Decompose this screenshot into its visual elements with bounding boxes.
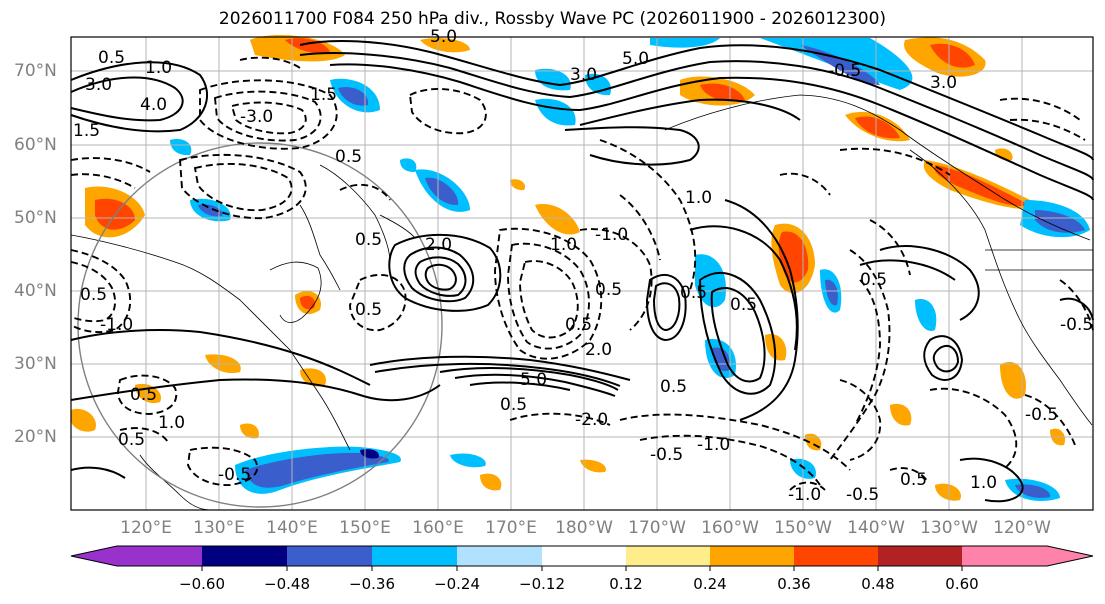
colorbar-tick-label: 0.36 xyxy=(777,575,811,593)
contour-label: 4.0 xyxy=(140,95,167,115)
contour-label: -0.5 xyxy=(828,61,861,81)
contour-label: -0.5 xyxy=(846,485,879,505)
contour-label: 3.0 xyxy=(570,65,597,85)
contour-label: 1.5 xyxy=(310,85,337,105)
lat-label-20n: 20°N xyxy=(14,427,57,447)
contour-label: 0.5 xyxy=(130,385,157,405)
lon-label: 150°E xyxy=(339,518,391,538)
contour-label: 1.0 xyxy=(145,58,172,78)
contour-label: 0.5 xyxy=(80,285,107,305)
contour-label: -0.5 xyxy=(650,445,683,465)
contour-label: 1.0 xyxy=(685,188,712,208)
contour-label: 5.0 xyxy=(622,49,649,69)
contour-label: 1.0 xyxy=(158,413,185,433)
lat-label-60n: 60°N xyxy=(14,135,57,155)
contour-label: 1.0 xyxy=(970,473,997,493)
colorbar-tick-label: −0.24 xyxy=(434,575,480,593)
colorbar-tick-label: 0.24 xyxy=(693,575,727,593)
contour-label: 0.5 xyxy=(595,280,622,300)
coastlines xyxy=(70,94,1093,511)
contour-label: -1.0 xyxy=(697,435,730,455)
lon-label: 140°E xyxy=(266,518,318,538)
map-panel: 0.5 1.0 3.0 4.0 1.5 5.0 3.0 5.0 -0.5 3.0… xyxy=(70,27,1094,511)
lon-label: 170°W xyxy=(628,518,686,538)
negative-contours xyxy=(70,56,1094,491)
contour-label: 0.5 xyxy=(355,230,382,250)
contour-label: 5.0 xyxy=(520,370,547,390)
colorbar-tick-label: 0.12 xyxy=(609,575,643,593)
lat-label-30n: 30°N xyxy=(14,354,57,374)
colorbar-tick-label: 0.60 xyxy=(945,575,979,593)
lon-label: 160°E xyxy=(412,518,464,538)
contour-label: 2.0 xyxy=(585,340,612,360)
contour-label: -0.5 xyxy=(1060,315,1093,335)
lon-label: 170°E xyxy=(485,518,537,538)
contour-label: 1.0 xyxy=(550,235,577,255)
colorbar-tick-label: −0.36 xyxy=(349,575,395,593)
lon-label: 130°E xyxy=(193,518,245,538)
contour-label: 0.5 xyxy=(680,283,707,303)
lon-label: 150°W xyxy=(774,518,832,538)
lat-label-40n: 40°N xyxy=(14,281,57,301)
contour-labels: 0.5 1.0 3.0 4.0 1.5 5.0 3.0 5.0 -0.5 3.0… xyxy=(73,27,1093,505)
lon-label: 160°W xyxy=(701,518,759,538)
lon-label: 120°W xyxy=(993,518,1051,538)
contour-label: 0.5 xyxy=(98,48,125,68)
positive-contours xyxy=(70,40,1094,503)
contour-label: 0.5 xyxy=(355,300,382,320)
contour-label: 0.5 xyxy=(660,377,687,397)
contour-label: -3.0 xyxy=(240,107,273,127)
contour-label: 0.5 xyxy=(565,315,592,335)
contour-label: -2.0 xyxy=(575,410,608,430)
contour-label: 2.0 xyxy=(425,235,452,255)
colorbar xyxy=(70,545,1094,571)
lat-label-70n: 70°N xyxy=(14,61,57,81)
map-frame xyxy=(70,36,1094,511)
contour-label: -0.5 xyxy=(1025,405,1058,425)
contour-label: 0.5 xyxy=(860,270,887,290)
lon-label: 130°W xyxy=(920,518,978,538)
colorbar-tick-label: 0.48 xyxy=(861,575,895,593)
contour-label: 0.5 xyxy=(118,430,145,450)
colorbar-tick-label: −0.60 xyxy=(179,575,225,593)
lon-label: 140°W xyxy=(847,518,905,538)
contour-label: 0.5 xyxy=(900,470,927,490)
contour-label: 1.5 xyxy=(73,121,100,141)
region-circle xyxy=(77,142,443,508)
contour-label: 3.0 xyxy=(930,73,957,93)
lat-label-50n: 50°N xyxy=(14,208,57,228)
contour-label: -1.0 xyxy=(788,485,821,505)
contour-label: 3.0 xyxy=(85,75,112,95)
map-title: 2026011700 F084 250 hPa div., Rossby Wav… xyxy=(218,9,887,29)
contour-label: -1.0 xyxy=(100,315,133,335)
contour-label: -1.0 xyxy=(595,225,628,245)
lon-label: 180°W xyxy=(555,518,613,538)
contour-label: 0.5 xyxy=(335,147,362,167)
lon-label: 120°E xyxy=(120,518,172,538)
contour-label: 0.5 xyxy=(730,295,757,315)
contour-label: 0.5 xyxy=(500,395,527,415)
colorbar-tick-label: −0.48 xyxy=(264,575,310,593)
colorbar-tick-label: −0.12 xyxy=(519,575,565,593)
contour-label: -0.5 xyxy=(218,465,251,485)
